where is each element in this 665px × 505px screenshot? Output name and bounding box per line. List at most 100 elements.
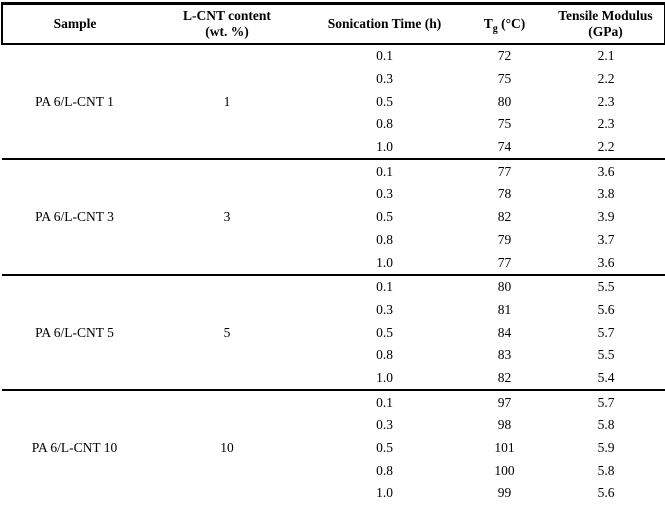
table-row: PA 6/L-CNT 5 5 0.1 80 5.5 [2,273,665,391]
sonication-cell: 0.8 [376,231,393,247]
tg-cell: 80 [497,93,512,109]
modulus-cell: 2.2 [597,71,615,87]
modulus-cell: 5.5 [597,347,615,363]
sonication-cell: 0.1 [307,273,462,299]
sonication-cell: 0.1 [307,158,462,184]
modulus-cell: 2.3 [597,93,615,109]
sonication-cell: 0.3 [376,186,393,202]
sonication-cell: 0.8 [376,116,393,132]
tg-cell: 80 [462,273,547,299]
modulus-cell: 5.4 [597,369,615,385]
modulus-cell: 5.8 [597,417,615,433]
table-row: 1.0 77 3.6 [2,251,665,275]
modulus-cell: 5.6 [597,301,615,317]
table-row: PA 6/L-CNT 3 3 0.1 77 3.6 [2,158,665,275]
sample-cell: PA 6/L-CNT 10 [2,389,147,505]
table-row: 0.5 80 2.3 [2,90,665,113]
col-header-sonication-time: Sonication Time (h) [307,3,462,45]
tg-cell: 75 [497,116,512,132]
content-cell: 1 [147,42,307,160]
sonication-cell: 1.0 [376,254,393,270]
modulus-cell: 3.9 [597,209,615,225]
table-row: 0.5 101 5.9 [2,437,665,460]
sonication-cell: 0.3 [376,417,393,433]
content-cell: 5 [147,273,307,391]
tg-cell: 79 [497,231,512,247]
modulus-cell: 3.8 [597,186,615,202]
tg-cell: 98 [497,417,512,433]
tg-subscript: g [492,23,498,35]
tg-cell: 75 [497,71,512,87]
col-header-tensile-modulus-line2: (GPa) [588,24,623,39]
sonication-cell: 0.1 [307,389,462,414]
modulus-cell: 3.6 [597,254,615,270]
tg-cell: 77 [462,158,547,184]
modulus-cell: 5.7 [547,389,665,414]
tg-cell: 74 [497,139,512,155]
table-row: 0.3 75 2.2 [2,68,665,91]
content-cell: 10 [147,389,307,505]
table-row: PA 6/L-CNT 1 1 0.1 72 2.1 [2,42,665,160]
table-row: 1.0 74 2.2 [2,136,665,160]
tg-cell: 78 [497,186,512,202]
table-row: 0.5 82 3.9 [2,206,665,229]
sonication-cell: 0.5 [376,324,393,340]
sonication-cell: 0.8 [376,347,393,363]
tg-cell: 77 [497,254,512,270]
tg-cell: 99 [497,485,512,501]
table-row: 1.0 82 5.4 [2,367,665,391]
modulus-cell: 5.8 [597,462,615,478]
table-row: 0.3 81 5.6 [2,299,665,322]
table-row: PA 6/L-CNT 10 10 0.1 97 5.7 [2,389,665,505]
sonication-cell: 1.0 [376,369,393,385]
sonication-cell: 1.0 [376,139,393,155]
sonication-cell: 0.5 [376,440,393,456]
table-row: 0.8 83 5.5 [2,344,665,367]
col-header-sample: Sample [1,3,147,45]
sonication-cell: 0.3 [376,301,393,317]
table-row: 0.8 100 5.8 [2,459,665,482]
table-row: 0.8 79 3.7 [2,229,665,252]
tg-cell: 83 [497,347,512,363]
table-row: 0.5 84 5.7 [2,321,665,344]
tg-symbol: T [483,16,493,31]
sonication-cell: 0.1 [307,43,462,68]
sample-cell: PA 6/L-CNT 1 [2,42,147,160]
modulus-cell: 3.6 [547,158,665,184]
tg-cell: 82 [497,209,512,225]
sonication-cell: 0.8 [376,462,393,478]
modulus-cell: 2.1 [547,43,665,68]
modulus-cell: 3.7 [597,231,615,247]
tg-unit: (°C) [497,16,526,31]
tg-cell: 82 [497,369,512,385]
tg-cell: 72 [462,43,547,68]
tg-cell: 84 [497,324,512,340]
sonication-cell: 0.5 [376,209,393,225]
col-header-lcnt-content-line2: (wt. %) [205,24,249,39]
col-header-lcnt-content-line1: L-CNT content [183,8,271,23]
sample-cell: PA 6/L-CNT 3 [2,158,147,275]
modulus-cell: 5.9 [597,440,615,456]
modulus-cell: 2.3 [597,116,615,132]
col-header-tensile-modulus-line1: Tensile Modulus [558,8,653,23]
content-cell: 3 [147,158,307,275]
header-row: Sample L-CNT content (wt. %) Sonication … [1,3,665,45]
col-header-lcnt-content: L-CNT content (wt. %) [147,3,307,45]
modulus-cell: 5.6 [597,485,615,501]
modulus-cell: 5.7 [597,324,615,340]
sonication-cell: 0.5 [376,93,393,109]
sonication-cell: 1.0 [376,485,393,501]
table-row: 0.8 75 2.3 [2,113,665,136]
tg-cell: 100 [494,462,515,478]
tg-cell: 81 [497,301,512,317]
tg-cell: 97 [462,389,547,414]
col-header-tensile-modulus: Tensile Modulus (GPa) [547,3,665,45]
col-header-tg: Tg (°C) [462,3,547,45]
table-row: 1.0 99 5.6 [2,482,665,505]
table-row: 0.3 78 3.8 [2,183,665,206]
table-row: 0.3 98 5.8 [2,414,665,437]
tg-cell: 101 [494,440,515,456]
modulus-cell: 2.2 [597,139,615,155]
sample-cell: PA 6/L-CNT 5 [2,273,147,391]
